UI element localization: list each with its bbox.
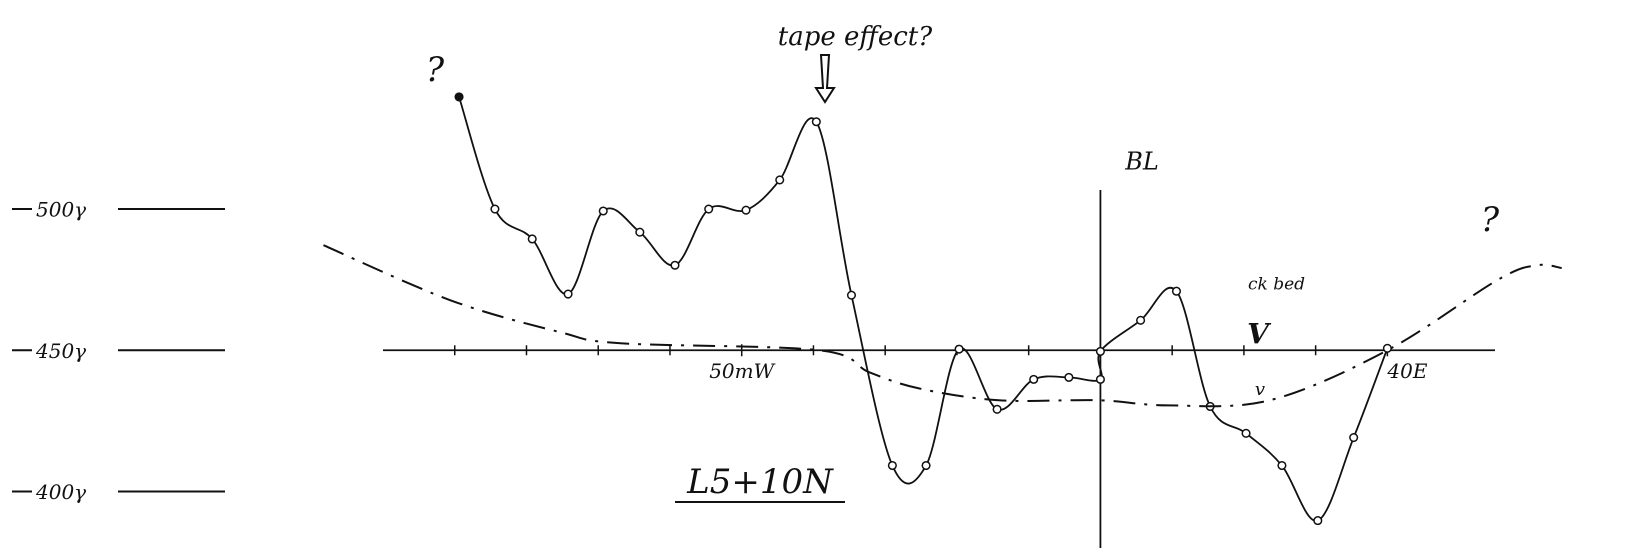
data-point	[636, 228, 644, 236]
x-tick-label: 40E	[1386, 359, 1427, 383]
data-point	[1137, 317, 1145, 325]
data-point	[1030, 376, 1038, 384]
data-point	[1384, 344, 1392, 352]
annotation: BL	[1124, 148, 1159, 176]
data-point	[1278, 462, 1286, 470]
annotation: ?	[426, 50, 445, 90]
series-line	[323, 245, 1561, 406]
data-point	[528, 235, 536, 243]
data-point	[848, 291, 856, 299]
data-point	[1242, 430, 1250, 438]
data-point	[813, 118, 821, 126]
data-point	[671, 261, 679, 269]
chart: tape effect? ? ? BL ck bed V v L5+10N 50…	[0, 0, 1625, 548]
data-point	[1314, 517, 1322, 525]
data-point	[742, 206, 750, 214]
data-point	[455, 93, 463, 101]
data-point	[993, 406, 1001, 414]
y-tick-label: 500γ	[36, 198, 86, 222]
data-point	[705, 205, 713, 213]
data-point	[776, 176, 784, 184]
data-point	[491, 205, 499, 213]
arrow	[816, 55, 834, 102]
annotation: v	[1255, 379, 1265, 400]
annotation: ?	[1481, 200, 1500, 240]
data-point	[1350, 434, 1358, 442]
data-point	[564, 290, 572, 298]
data-point	[1097, 376, 1105, 384]
data-point	[1065, 374, 1073, 382]
y-tick-label: 400γ	[35, 480, 86, 504]
data-point	[1097, 348, 1105, 356]
annotation: ck bed	[1248, 275, 1305, 295]
data-point	[955, 345, 963, 353]
x-tick-label: 50mW	[709, 359, 775, 383]
y-tick-label: 450γ	[35, 339, 86, 363]
annotation: V	[1247, 318, 1272, 351]
data-point	[1173, 287, 1181, 295]
annotation: tape effect?	[778, 22, 933, 52]
chart-title: L5+10N	[686, 462, 834, 502]
data-point	[599, 207, 607, 215]
series-line	[459, 97, 1387, 521]
data-point	[922, 462, 930, 470]
data-point	[889, 462, 897, 470]
